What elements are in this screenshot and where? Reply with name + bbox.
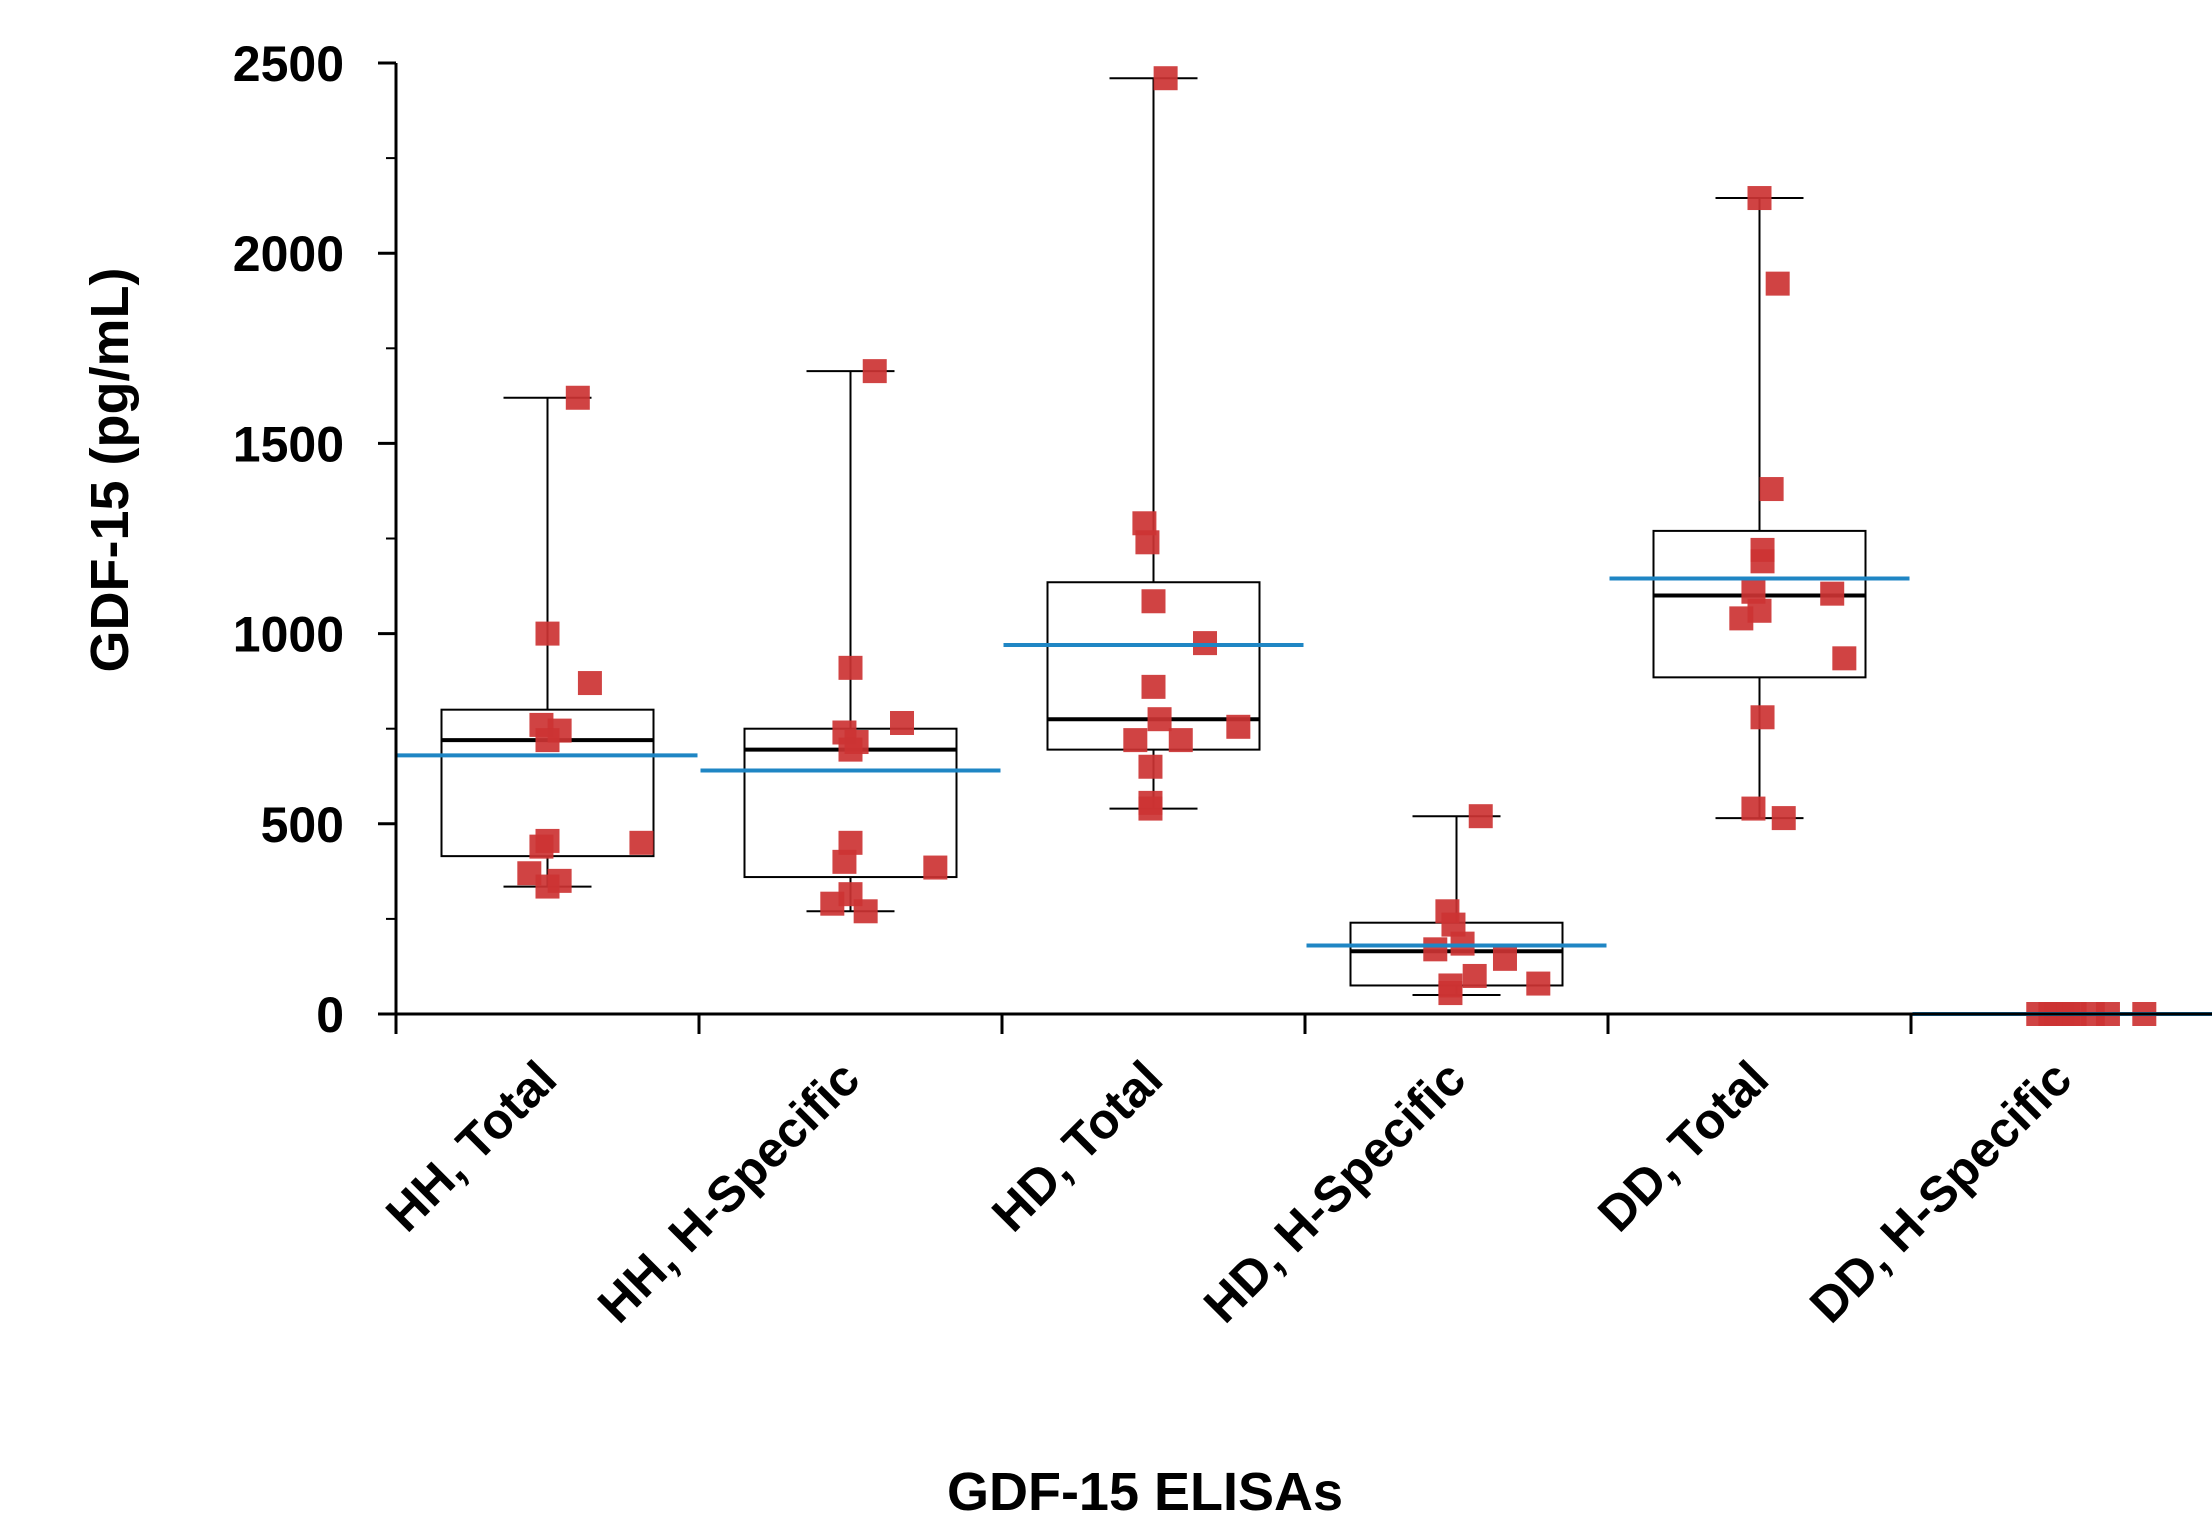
data-point	[535, 874, 560, 899]
plot-marks	[397, 66, 2212, 1026]
data-point	[1135, 530, 1160, 555]
data-point	[577, 671, 602, 696]
data-point	[1141, 589, 1166, 614]
data-point	[565, 385, 590, 410]
data-point	[1168, 728, 1193, 753]
data-point	[1747, 186, 1772, 211]
data-point	[629, 830, 654, 855]
data-point	[1141, 674, 1166, 699]
data-point	[1832, 646, 1857, 671]
data-point	[1123, 728, 1148, 753]
y-tick-label: 2500	[233, 36, 344, 92]
data-point	[1138, 796, 1163, 821]
x-category-label: DD, H-Specific	[1799, 1050, 2082, 1333]
x-category-label: DD, Total	[1587, 1050, 1779, 1242]
data-point	[862, 359, 887, 384]
x-category-label: HH, Total	[375, 1050, 567, 1242]
data-point	[838, 737, 863, 762]
data-point	[1741, 796, 1766, 821]
y-tick-label: 2000	[233, 226, 344, 282]
data-point	[1526, 971, 1551, 996]
data-point	[1226, 714, 1251, 739]
data-point	[832, 849, 857, 874]
y-tick-label: 0	[316, 987, 344, 1043]
data-point	[1423, 937, 1448, 962]
axes	[378, 61, 2212, 1034]
data-point	[1153, 66, 1178, 91]
data-point	[1468, 804, 1493, 829]
data-point	[1492, 946, 1517, 971]
data-point	[535, 621, 560, 646]
data-point	[1771, 806, 1796, 831]
y-tick-label: 1500	[233, 416, 344, 472]
x-axis-title: GDF-15 ELISAs	[947, 1462, 1343, 1522]
data-point	[1759, 477, 1784, 502]
data-point	[838, 655, 863, 680]
data-point	[1138, 754, 1163, 779]
y-tick-label: 500	[261, 797, 344, 853]
data-point	[529, 834, 554, 859]
data-point	[1820, 581, 1845, 606]
data-point	[853, 899, 878, 924]
data-point	[1462, 963, 1487, 988]
data-point	[923, 855, 948, 880]
x-category-label: HD, Total	[981, 1050, 1173, 1242]
data-point	[535, 728, 560, 753]
data-point	[1729, 606, 1754, 631]
data-point	[1750, 549, 1775, 574]
y-tick-label: 1000	[233, 607, 344, 663]
y-axis-title: GDF-15 (pg/mL)	[80, 268, 140, 673]
data-point	[1147, 707, 1172, 732]
x-category-label: HH, H-Specific	[587, 1050, 870, 1333]
data-point	[1438, 981, 1463, 1006]
data-point	[1765, 271, 1790, 296]
x-category-label: HD, H-Specific	[1193, 1050, 1476, 1333]
data-point	[1750, 705, 1775, 730]
data-point	[890, 710, 915, 735]
